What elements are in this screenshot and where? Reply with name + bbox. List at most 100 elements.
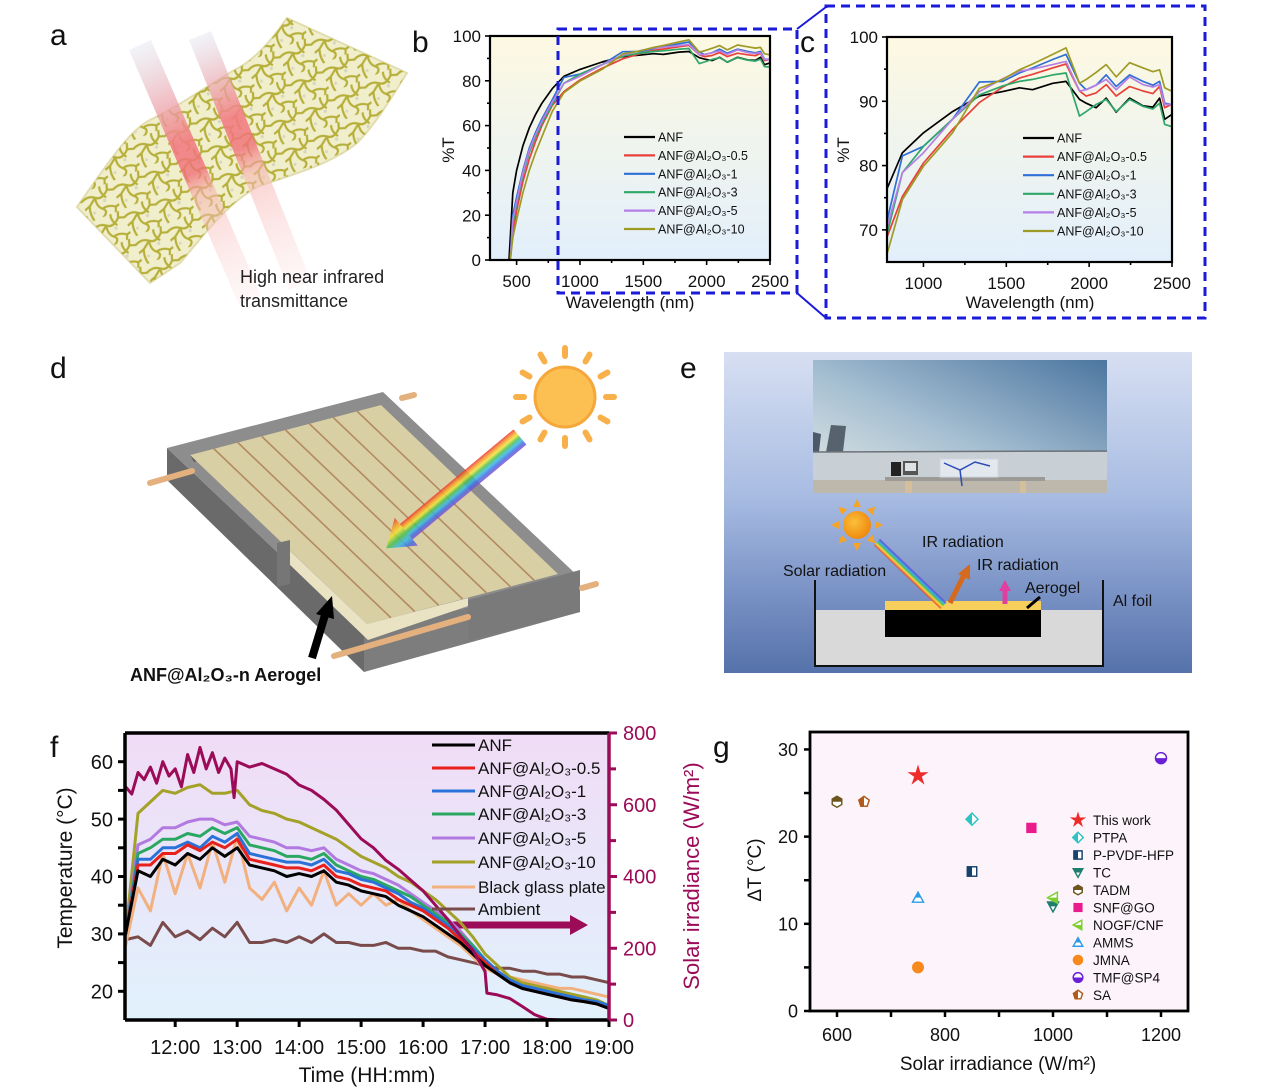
photo-instrument-2-screen	[905, 463, 916, 471]
plot-frame	[808, 730, 1190, 1013]
sun-ray	[831, 521, 839, 529]
rainbow-arrow-head	[386, 517, 418, 549]
copper-pipe-left	[147, 468, 195, 486]
y2-axis-label: Solar irradiance (W/m²)	[679, 762, 704, 989]
y-tick-label: 40	[91, 867, 113, 889]
legend-label: ANF@Al₂O₃-0.5	[658, 149, 748, 163]
nir-beam-1	[129, 40, 261, 305]
data-point-4	[831, 795, 843, 809]
legend-item: ANF@Al₂O₃-3	[432, 805, 586, 824]
photo-test-box-wires	[943, 461, 991, 487]
nir-beam-2	[189, 31, 311, 290]
legend-label: ANF@Al₂O₃-10	[658, 223, 745, 237]
ir-reflected-arrow	[947, 564, 970, 605]
zoom-indicator	[556, 4, 1207, 320]
copper-tubes	[213, 410, 535, 619]
y-tick-label: 10	[778, 914, 798, 934]
legend-item: ANF	[624, 131, 683, 145]
legend-marker	[1072, 936, 1084, 947]
data-point-10	[858, 795, 870, 807]
data-point-1	[965, 812, 979, 827]
black-substrate	[885, 610, 1041, 637]
legend-marker	[1072, 972, 1084, 983]
copper-pipe-back	[399, 392, 417, 401]
series-line-0	[125, 846, 609, 1010]
legend-marker	[1073, 884, 1083, 896]
marker-shape	[1073, 902, 1083, 913]
photo-ground	[813, 480, 1107, 493]
y-tick-label: 20	[91, 982, 113, 1004]
legend-item: TADM	[1073, 883, 1130, 898]
ir-arrow-head	[999, 580, 1011, 591]
aerogel-pointer	[1026, 595, 1041, 610]
marker-outline	[1072, 868, 1084, 879]
legend-label: ANF@Al₂O₃-3	[658, 186, 738, 200]
copper-tube-line	[308, 423, 487, 594]
legend-label: Ambient	[478, 900, 541, 919]
legend-item: ANF	[1023, 132, 1082, 146]
legend-item: JMNA	[1072, 953, 1130, 968]
x-tick-label: 14:00	[274, 1037, 324, 1059]
photo-railing	[812, 450, 1108, 453]
x-axis-label: Time (HH:mm)	[299, 1064, 436, 1087]
sun-ray	[597, 369, 611, 380]
legend-item: Black glass plate	[432, 878, 606, 897]
y-tick-label: 30	[91, 924, 113, 946]
legend-item: ANF@Al₂O₃-3	[1023, 187, 1137, 201]
photo-table-leg-1	[905, 481, 912, 493]
marker-outline	[1072, 989, 1084, 1000]
legend-label: ANF@Al₂O₃-5	[658, 204, 738, 218]
y-tick-label: 20	[462, 206, 481, 225]
panel-label-a: a	[50, 19, 67, 52]
sun-icon	[513, 345, 617, 449]
x-axis-label: Wavelength (nm)	[566, 293, 695, 312]
aerogel-sample	[885, 601, 1041, 610]
legend-item: ANF@Al₂O₃-1	[1023, 169, 1137, 183]
legend-label: ANF@Al₂O₃-3	[1057, 187, 1137, 201]
caption-line-2: transmittance	[240, 291, 348, 311]
legend-marker	[1073, 902, 1083, 913]
aerogel-pointer-arrow	[308, 596, 334, 660]
marker-shape	[1069, 811, 1087, 828]
x-tick-label: 2500	[751, 272, 789, 291]
legend-label: TC	[1093, 866, 1111, 881]
legend-item: ANF@Al₂O₃-0.5	[432, 759, 600, 778]
data-point-3	[1046, 901, 1060, 914]
y-tick-label: 0	[472, 251, 481, 270]
copper-tube-line	[213, 448, 392, 619]
legend-item: ANF@Al₂O₃-5	[1023, 206, 1137, 220]
x-tick-label: 500	[502, 272, 530, 291]
sun-ray	[597, 414, 611, 425]
zoom-connector-bottom	[796, 292, 827, 319]
x-tick-label: 13:00	[212, 1037, 262, 1059]
legend-label: ANF@Al₂O₃-0.5	[478, 759, 600, 778]
box-left-face	[167, 448, 364, 672]
x-tick-label: 1000	[561, 272, 599, 291]
marker-outline	[1072, 972, 1084, 983]
sun-ray	[838, 534, 848, 544]
x-tick-label: 15:00	[336, 1037, 386, 1059]
copper-pipe-front	[331, 614, 471, 659]
y-tick-label: 90	[859, 92, 878, 111]
sun-ray	[562, 345, 568, 359]
marker-outline	[858, 795, 870, 807]
x-tick-label: 2500	[1153, 274, 1191, 293]
legend-label: ANF@Al₂O₃-5	[478, 829, 586, 848]
panel-label-c: c	[800, 26, 815, 59]
sun-ray	[853, 499, 861, 507]
copper-tube-line	[332, 416, 511, 588]
marker-outline	[911, 890, 925, 903]
panel-label-d: d	[50, 352, 67, 385]
x-tick-label: 800	[930, 1025, 960, 1045]
legend-item: ANF@Al₂O₃-10	[1023, 225, 1144, 239]
data-point-7	[911, 890, 925, 903]
photo-test-box	[939, 458, 999, 478]
marker-outline	[831, 795, 843, 809]
y-axis-label: %T	[834, 137, 853, 163]
legend-item: This work	[1069, 811, 1151, 828]
sun-ray	[513, 394, 527, 400]
solar-radiation-beam	[873, 538, 947, 609]
box-front-right-block	[468, 570, 580, 640]
y-tick-label: 70	[859, 221, 878, 240]
copper-tube-line	[261, 435, 440, 606]
